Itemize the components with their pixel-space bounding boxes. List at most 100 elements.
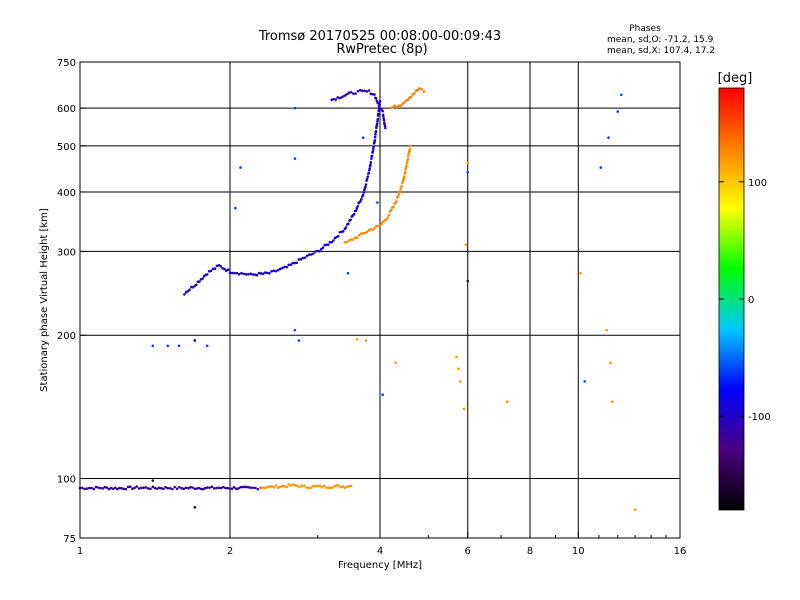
data-point (377, 112, 380, 116)
data-point (377, 104, 381, 108)
stats-heading: Phases (629, 24, 661, 34)
data-point (228, 271, 232, 275)
data-point (387, 213, 391, 217)
data-point (203, 486, 207, 490)
x-tick-label: 6 (465, 546, 471, 557)
data-point (374, 129, 378, 133)
data-point (254, 486, 257, 490)
data-point (285, 265, 289, 269)
data-point (244, 273, 248, 276)
data-point (455, 355, 458, 359)
data-point (312, 484, 315, 488)
data-point (367, 171, 371, 175)
data-point (295, 261, 299, 265)
data-point (344, 93, 347, 97)
colorbar-tick-label: 0 (748, 295, 754, 306)
data-point (326, 243, 330, 247)
y-axis-label: Stationary phase Virtual Height [km] (39, 208, 50, 392)
data-point (208, 486, 211, 489)
data-point (209, 269, 213, 273)
data-point (408, 147, 412, 151)
data-point (616, 110, 620, 113)
data-point (293, 261, 297, 265)
data-point (395, 200, 398, 203)
data-points (78, 87, 637, 512)
data-point (217, 263, 221, 267)
data-point (297, 258, 301, 261)
stats-line-o: mean, sd,O: -71.2, 15.9 (607, 35, 714, 45)
data-point (409, 95, 413, 99)
data-point (293, 157, 297, 160)
data-point (466, 170, 470, 174)
data-point (261, 486, 264, 489)
data-point (344, 226, 348, 229)
data-point (404, 166, 408, 169)
data-point (402, 178, 405, 181)
data-point (151, 344, 155, 348)
data-point (370, 154, 374, 158)
y-tick-label: 750 (57, 58, 76, 69)
data-point (219, 486, 223, 490)
data-point (355, 338, 359, 341)
data-point (303, 256, 307, 260)
data-point (109, 486, 113, 490)
data-point (375, 99, 379, 103)
data-point (162, 487, 165, 491)
data-point (195, 487, 199, 490)
data-point (217, 486, 221, 490)
data-point (341, 485, 344, 488)
data-point (160, 487, 163, 490)
data-point (318, 484, 322, 487)
data-point (399, 187, 403, 190)
y-tick-label: 100 (57, 475, 76, 486)
data-point (151, 479, 155, 482)
data-point (298, 485, 301, 489)
data-point (266, 271, 269, 275)
data-point (363, 231, 367, 235)
data-point (153, 486, 157, 490)
data-point (400, 185, 403, 188)
data-point (126, 485, 130, 489)
y-tick-label: 500 (57, 142, 76, 153)
data-point (392, 205, 395, 208)
data-point (184, 486, 188, 490)
data-point (347, 239, 351, 242)
chart-title: Tromsø 20170525 00:08:00-00:09:43 (258, 29, 501, 44)
data-point (401, 102, 404, 106)
data-point (299, 258, 303, 261)
data-point (253, 273, 257, 276)
data-point (402, 101, 406, 104)
data-point (418, 87, 421, 90)
data-point (189, 486, 192, 489)
data-point (122, 487, 126, 491)
data-point (205, 344, 209, 348)
data-point (373, 93, 376, 96)
data-point (92, 487, 96, 491)
data-point (213, 267, 217, 270)
data-point (583, 380, 586, 383)
data-point (157, 486, 161, 490)
data-point (283, 265, 286, 269)
data-point (224, 486, 227, 490)
data-point (205, 486, 209, 489)
data-point (375, 201, 379, 204)
data-point (258, 486, 262, 490)
data-point (351, 238, 355, 241)
data-point (462, 407, 466, 411)
data-point (380, 222, 383, 225)
data-point (228, 487, 232, 490)
data-point (372, 145, 376, 149)
data-point (151, 485, 155, 489)
data-point (212, 487, 216, 490)
data-point (345, 240, 349, 244)
data-point (144, 486, 148, 489)
data-point (285, 485, 288, 489)
data-point (361, 232, 365, 235)
data-point (291, 483, 295, 486)
data-point (355, 207, 359, 210)
data-point (289, 484, 293, 487)
data-point (316, 484, 320, 488)
data-point (223, 267, 226, 271)
data-point (371, 149, 375, 153)
data-point (620, 93, 623, 97)
